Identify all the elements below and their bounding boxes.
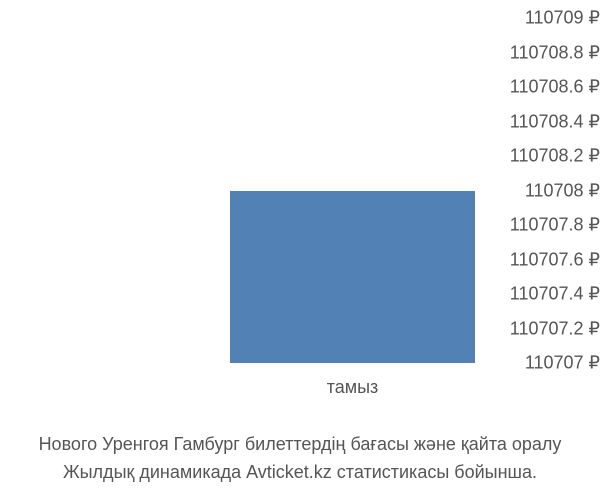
ytick-label: 110708 ₽ bbox=[478, 180, 600, 201]
ytick-label: 110707 ₽ bbox=[478, 353, 600, 374]
caption-line: Жылдық динамикада Avticket.kz статистика… bbox=[12, 458, 588, 486]
ytick-label: 110707.6 ₽ bbox=[478, 249, 600, 270]
ytick-label: 110709 ₽ bbox=[478, 8, 600, 29]
ytick-label: 110708.8 ₽ bbox=[478, 42, 600, 63]
ytick-label: 110708.6 ₽ bbox=[478, 77, 600, 98]
chart-caption: Нового Уренгоя Гамбург билеттердің бағас… bbox=[0, 430, 600, 486]
ytick-label: 110708.2 ₽ bbox=[478, 146, 600, 167]
ytick-label: 110707.4 ₽ bbox=[478, 284, 600, 305]
ytick-label: 110708.4 ₽ bbox=[478, 111, 600, 132]
price-chart: 110707 ₽ 110707.2 ₽ 110707.4 ₽ 110707.6 ₽ 11… bbox=[0, 0, 600, 500]
caption-line: Нового Уренгоя Гамбург билеттердің бағас… bbox=[12, 430, 588, 458]
xtick-label: тамыз bbox=[327, 377, 379, 398]
ytick-label: 110707.2 ₽ bbox=[478, 318, 600, 339]
bar bbox=[230, 191, 475, 364]
ytick-label: 110707.8 ₽ bbox=[478, 215, 600, 236]
